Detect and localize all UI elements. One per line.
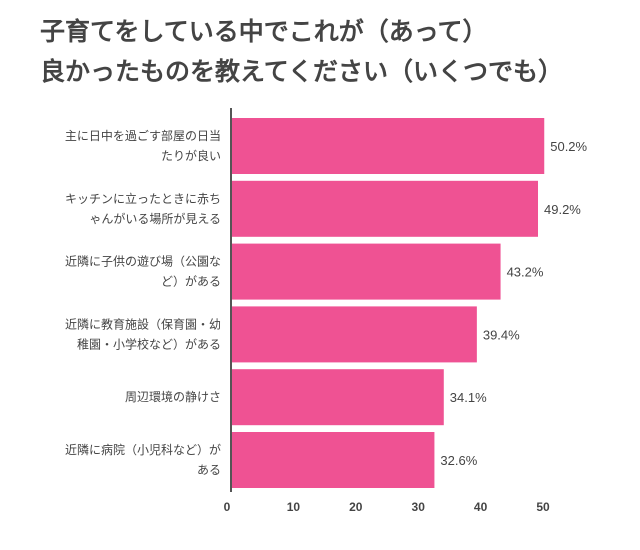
bar <box>231 180 539 237</box>
title-line-2: 良かったものを教えてください（いくつでも） <box>40 57 564 86</box>
x-tick-label: 50 <box>536 500 550 514</box>
category-label: キッチンに立ったときに赤ち <box>65 191 221 206</box>
bar <box>231 118 545 174</box>
data-label: 32.6% <box>440 453 477 468</box>
x-tick-label: 10 <box>287 500 301 514</box>
title-line-1: 子育てをしている中でこれが（あって） <box>40 17 488 46</box>
category-label: 稚園・小学校など）がある <box>77 336 221 351</box>
x-tick-label: 40 <box>474 500 488 514</box>
category-label: 近隣に病院（小児科など）が <box>65 442 221 457</box>
chart-title: 子育てをしている中でこれが（あって） 良かったものを教えてください（いくつでも） <box>40 12 563 92</box>
category-label: 近隣に子供の遊び場（公園な <box>65 254 221 269</box>
bar <box>231 432 435 488</box>
bar <box>231 306 477 363</box>
x-tick-label: 20 <box>349 500 363 514</box>
category-label: 周辺環境の静けさ <box>125 389 221 404</box>
category-label: たりが良い <box>161 148 221 163</box>
category-label: 主に日中を過ごす部屋の日当 <box>65 128 221 143</box>
data-label: 39.4% <box>483 327 520 342</box>
x-tick-label: 30 <box>412 500 426 514</box>
bar <box>231 243 501 300</box>
category-label: ある <box>197 463 221 477</box>
category-label: 近隣に教育施設（保育園・幼 <box>65 316 221 331</box>
data-label: 50.2% <box>550 139 587 154</box>
x-tick-label: 0 <box>224 500 231 514</box>
data-label: 49.2% <box>544 202 581 217</box>
category-label: ど）がある <box>161 274 221 289</box>
data-label: 34.1% <box>450 390 487 405</box>
data-label: 43.2% <box>507 265 544 280</box>
category-label: ゃんがいる場所が見える <box>89 211 221 226</box>
bar <box>231 369 444 426</box>
